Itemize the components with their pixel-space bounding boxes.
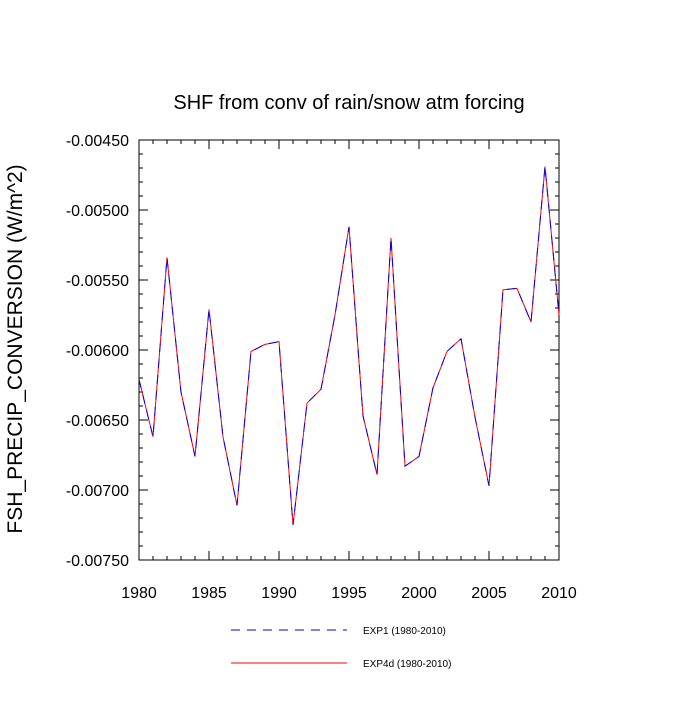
y-tick-label: -0.00550 bbox=[66, 273, 129, 290]
x-tick-label: 1985 bbox=[191, 585, 227, 602]
x-tick-label: 2010 bbox=[541, 585, 577, 602]
y-tick-label: -0.00700 bbox=[66, 483, 129, 500]
x-tick-label: 2000 bbox=[401, 585, 437, 602]
y-tick-label: -0.00600 bbox=[66, 343, 129, 360]
legend-label-0: EXP1 (1980-2010) bbox=[363, 626, 446, 637]
x-tick-label: 1980 bbox=[121, 585, 157, 602]
y-tick-label: -0.00500 bbox=[66, 203, 129, 220]
x-tick-label: 1990 bbox=[261, 585, 297, 602]
plot-frame bbox=[138, 139, 560, 561]
y-axis-label: FSH_PRECIP_CONVERSION (W/m^2) bbox=[4, 164, 27, 533]
y-tick-label: -0.00750 bbox=[66, 553, 129, 570]
chart-title: SHF from conv of rain/snow atm forcing bbox=[173, 92, 524, 114]
legend-label-1: EXP4d (1980-2010) bbox=[363, 659, 451, 670]
plot-area: 1980 1985 1990 1995 2000 2005 2010 -0.00450 -0.0… bbox=[66, 133, 577, 602]
x-tick-label: 1995 bbox=[331, 585, 367, 602]
legend: EXP1 (1980-2010) EXP4d (1980-2010) bbox=[231, 626, 451, 670]
y-tick-label: -0.00650 bbox=[66, 413, 129, 430]
series-line-1 bbox=[138, 166, 560, 526]
x-tick-label: 2005 bbox=[471, 585, 507, 602]
y-tick-label: -0.00450 bbox=[66, 133, 129, 150]
series-line-0 bbox=[138, 166, 560, 526]
